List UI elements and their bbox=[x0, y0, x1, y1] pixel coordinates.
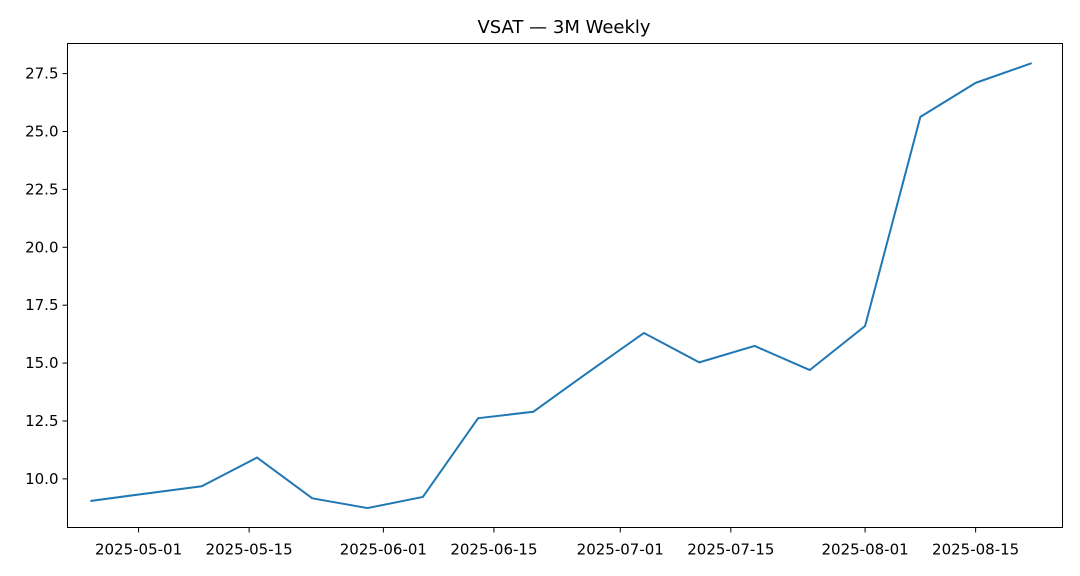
x-tick-label: 2025-05-15 bbox=[206, 541, 293, 559]
data-point bbox=[256, 457, 258, 459]
x-axis: 2025-05-01 2025-05-15 2025-06-01 2025-06-15… bbox=[95, 527, 1019, 559]
y-tick-label: 22.5 bbox=[25, 180, 58, 198]
data-point bbox=[1030, 62, 1032, 64]
x-tick-label: 2025-07-01 bbox=[577, 541, 664, 559]
data-point bbox=[201, 485, 203, 487]
data-point bbox=[477, 417, 479, 419]
y-tick-label: 12.5 bbox=[25, 412, 58, 430]
data-point bbox=[588, 371, 590, 373]
data-point bbox=[90, 500, 92, 502]
chart-title: VSAT — 3M Weekly bbox=[477, 17, 650, 38]
y-tick-label: 27.5 bbox=[25, 65, 58, 83]
data-point bbox=[864, 325, 866, 327]
data-point bbox=[754, 345, 756, 347]
x-tick-label: 2025-08-15 bbox=[932, 541, 1019, 559]
y-axis: 10.0 12.5 15.0 17.5 20.0 22.5 25.0 27.5 bbox=[25, 65, 68, 488]
y-tick-label: 20.0 bbox=[25, 238, 58, 256]
data-point bbox=[532, 411, 534, 413]
data-point bbox=[698, 361, 700, 363]
series-line bbox=[90, 62, 1032, 510]
y-tick-label: 15.0 bbox=[25, 354, 58, 372]
data-point bbox=[145, 492, 147, 494]
data-point bbox=[311, 497, 313, 499]
series-layer bbox=[90, 62, 1032, 510]
data-point bbox=[422, 496, 424, 498]
y-tick-label: 10.0 bbox=[25, 470, 58, 488]
x-tick-label: 2025-08-01 bbox=[821, 541, 908, 559]
data-point bbox=[809, 369, 811, 371]
x-tick-label: 2025-07-15 bbox=[687, 541, 774, 559]
plot-area-frame bbox=[67, 43, 1063, 528]
data-point bbox=[643, 332, 645, 334]
data-point bbox=[975, 82, 977, 84]
y-tick-label: 17.5 bbox=[25, 296, 58, 314]
x-tick-label: 2025-06-01 bbox=[340, 541, 427, 559]
y-tick-label: 25.0 bbox=[25, 123, 58, 141]
data-point bbox=[367, 507, 369, 509]
x-tick-label: 2025-05-01 bbox=[95, 541, 182, 559]
data-point bbox=[919, 116, 921, 118]
x-tick-label: 2025-06-15 bbox=[450, 541, 537, 559]
